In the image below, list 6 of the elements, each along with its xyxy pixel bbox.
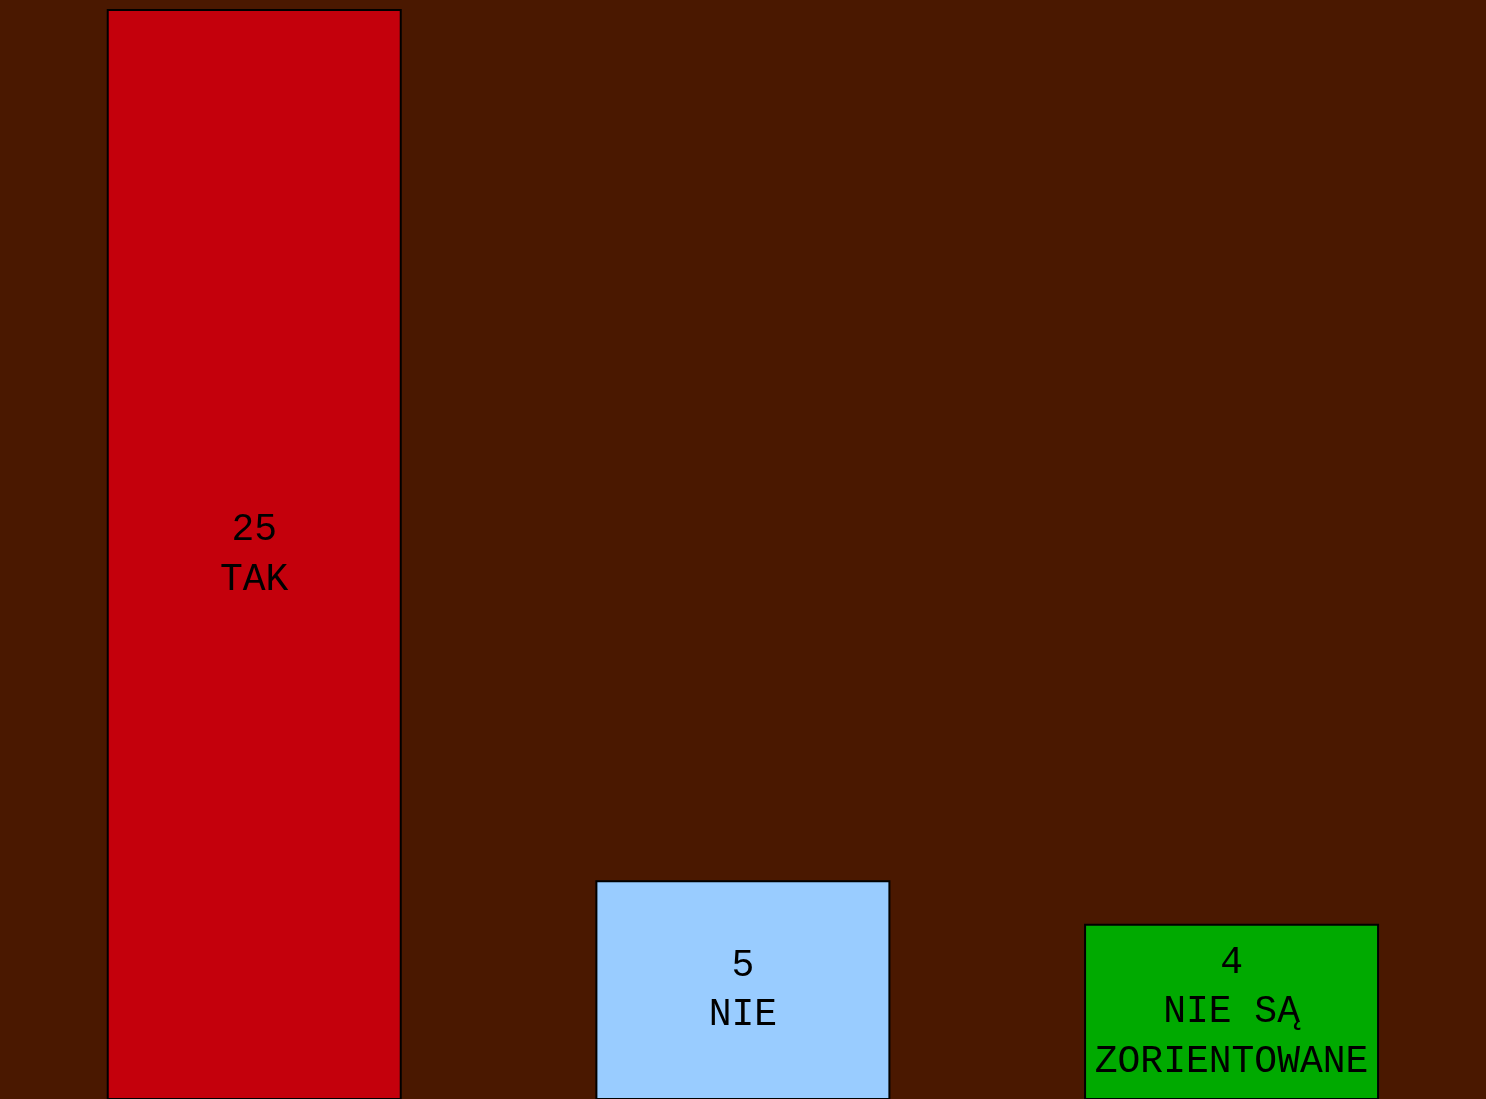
- data-label: 5: [731, 943, 755, 987]
- x-tick-label: NIE SĄ ZORIENTOWANE: [1094, 990, 1369, 1083]
- data-label: 25: [231, 508, 278, 552]
- x-tick-label: NIE: [708, 993, 778, 1037]
- x-tick-label: TAK: [220, 557, 289, 601]
- data-label: 4: [1220, 940, 1243, 984]
